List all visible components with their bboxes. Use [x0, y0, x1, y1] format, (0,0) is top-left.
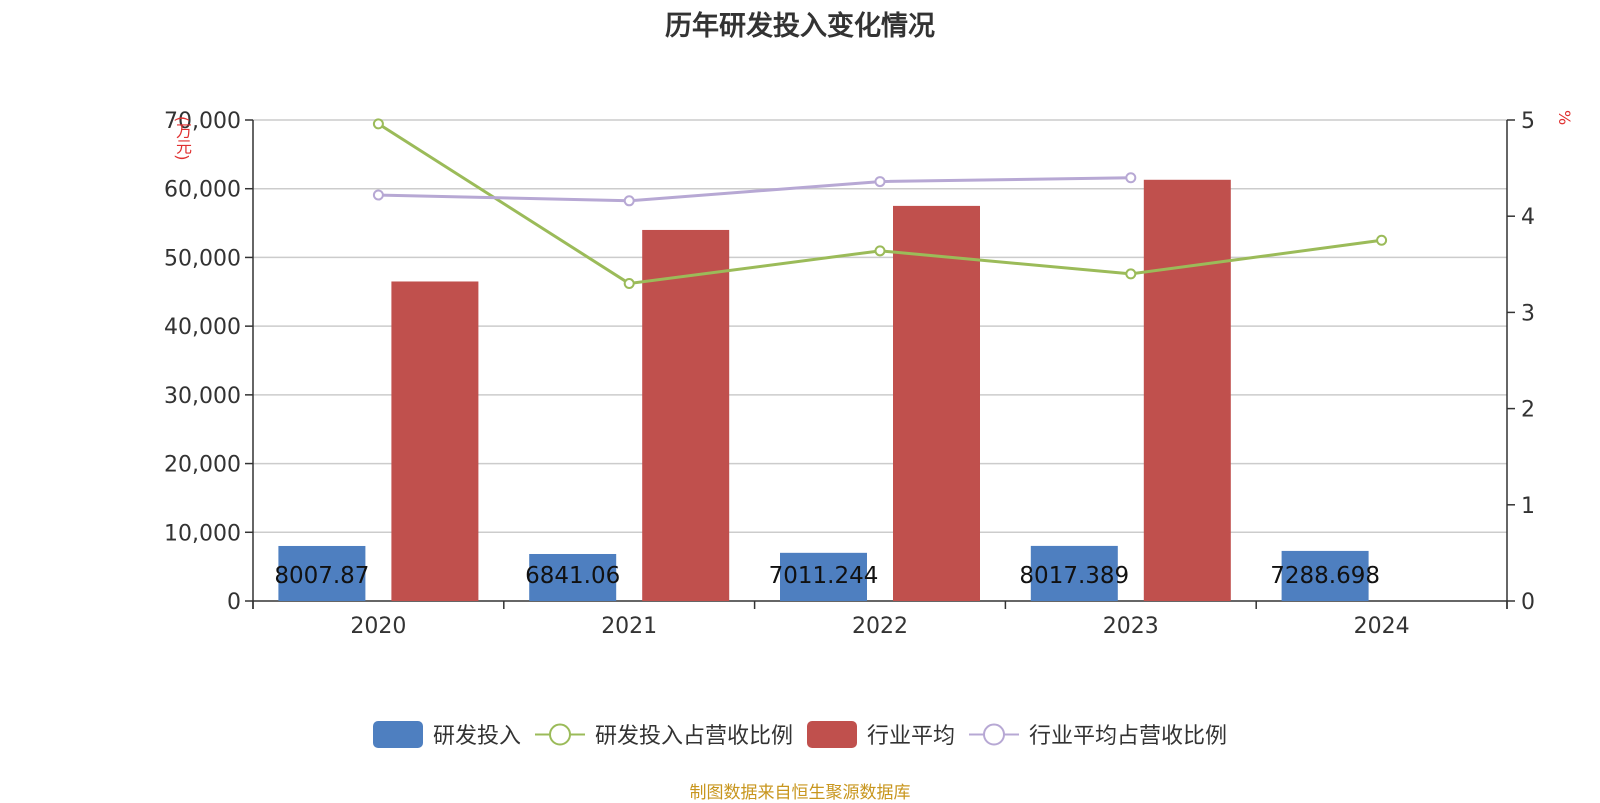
- legend-swatch-rd-ratio: [534, 723, 585, 745]
- line-industry-ratio: [378, 176, 1131, 203]
- y-left-tick-label: 10,000: [164, 521, 241, 546]
- bar-data-label: 6841.06: [525, 563, 620, 589]
- y-left-tick-label: 20,000: [164, 453, 241, 478]
- y-right-tick-label: 3: [1521, 301, 1535, 326]
- legend-item-rd-investment[interactable]: 研发投入: [372, 718, 521, 750]
- legend-item-industry-ratio[interactable]: 行业平均占营收比例: [969, 718, 1227, 750]
- y-right-tick-label: 4: [1521, 205, 1535, 230]
- bar-rd-investment: [1281, 550, 1369, 601]
- y-right-tick-label: 1: [1521, 494, 1535, 519]
- bar-data-label: 8007.87: [274, 563, 369, 589]
- y-right-tick-label: 2: [1521, 398, 1535, 423]
- bar-industry-average: [642, 229, 730, 601]
- y-right-tick-label: 5: [1521, 109, 1535, 134]
- bar-industry-average: [391, 281, 479, 601]
- bar-rd-investment: [780, 552, 867, 601]
- bar-data-label: 8017.389: [1019, 563, 1129, 589]
- right-axis-unit: %: [1555, 110, 1574, 126]
- x-tick-label: 2020: [350, 614, 406, 639]
- line-industry-ratio-point: [623, 195, 635, 207]
- line-industry-ratio-point: [874, 176, 886, 188]
- y-left-tick-label: 60,000: [164, 178, 241, 203]
- legend-label-industry-ratio: 行业平均占营收比例: [1029, 724, 1228, 749]
- x-tick-label: 2023: [1103, 614, 1159, 639]
- legend-label-industry-average: 行业平均: [867, 724, 956, 749]
- line-rd-ratio: [377, 122, 1382, 286]
- bar-data-label: 7288.698: [1270, 563, 1380, 589]
- bar-data-label: 7011.244: [769, 563, 879, 589]
- bar-industry-average: [1143, 179, 1231, 601]
- line-rd-ratio-point: [1125, 268, 1137, 280]
- y-left-tick-label: 40,000: [164, 315, 241, 340]
- line-rd-ratio-point: [372, 118, 384, 130]
- legend-swatch-industry-ratio: [969, 723, 1020, 745]
- chart-legend: 研发投入 研发投入占营收比例 行业平均 行业平均占营收比例: [0, 718, 1600, 750]
- y-right-tick-label: 0: [1521, 590, 1535, 615]
- legend-swatch-industry-average: [807, 720, 857, 748]
- legend-item-industry-average[interactable]: 行业平均: [807, 718, 955, 750]
- bar-rd-investment: [278, 545, 366, 601]
- x-tick-label: 2021: [601, 614, 657, 639]
- line-rd-ratio-point: [1376, 234, 1388, 246]
- line-industry-ratio-point: [372, 189, 384, 201]
- line-rd-ratio-point: [874, 245, 886, 257]
- left-axis-unit: (万元): [173, 116, 192, 161]
- bar-rd-investment: [1030, 545, 1118, 601]
- bar-industry-average: [893, 205, 980, 601]
- bar-rd-investment: [529, 553, 617, 601]
- x-tick-label: 2024: [1354, 614, 1410, 639]
- y-left-tick-label: 70,000: [164, 109, 241, 134]
- y-left-tick-label: 30,000: [164, 384, 241, 409]
- legend-label-rd-investment: 研发投入: [432, 724, 521, 749]
- x-tick-label: 2022: [852, 614, 908, 639]
- chart-title: 历年研发投入变化情况: [665, 11, 935, 42]
- y-left-tick-label: 50,000: [164, 246, 241, 271]
- legend-item-rd-ratio[interactable]: 研发投入占营收比例: [534, 718, 793, 750]
- legend-swatch-rd-investment: [372, 720, 423, 748]
- line-industry-ratio-point: [1125, 172, 1137, 184]
- source-note: 制图数据来自恒生聚源数据库: [689, 783, 911, 803]
- y-left-tick-label: 0: [227, 590, 241, 615]
- line-rd-ratio-point: [623, 278, 635, 290]
- legend-label-rd-ratio: 研发投入占营收比例: [594, 724, 793, 749]
